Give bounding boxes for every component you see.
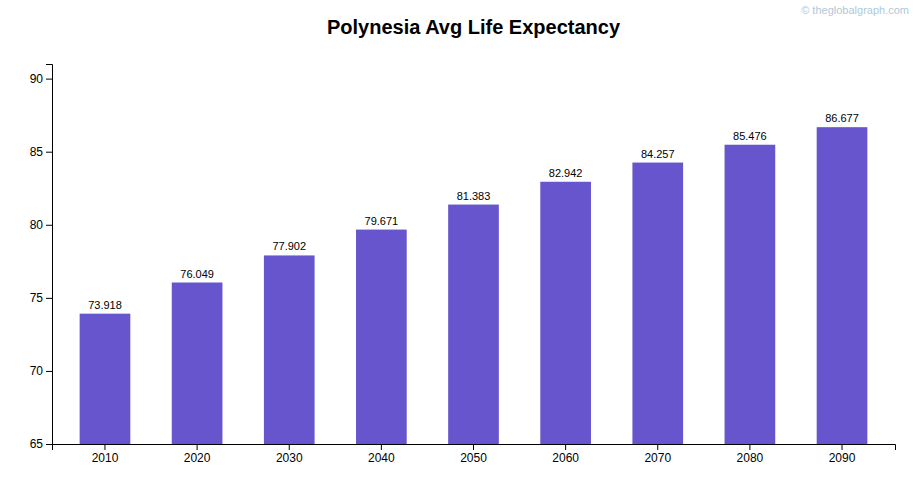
tick-mark — [473, 444, 474, 450]
chart: 65 70 75 80 85 90 2010 2020 2030 2040 2050 2060 2070… — [0, 0, 919, 484]
tick-mark — [104, 444, 105, 450]
tick: 75 — [30, 291, 52, 305]
bar — [817, 127, 868, 444]
bar — [356, 230, 407, 444]
tick: 2030 — [276, 444, 303, 465]
bar — [172, 283, 223, 444]
annotation: © theglobalgraph.com — [801, 4, 909, 16]
bar — [540, 182, 591, 444]
tick-mark — [565, 444, 566, 450]
tick-mark — [46, 371, 52, 372]
plot: 65 70 75 80 85 90 2010 2020 2030 2040 2050 2060 2070… — [30, 65, 896, 465]
tick-label: 75 — [30, 291, 44, 305]
data-label: 85.476 — [733, 130, 767, 142]
tick-label: 2030 — [276, 451, 303, 465]
bar — [632, 163, 683, 444]
data-label: 79.671 — [365, 215, 399, 227]
data-label: 82.942 — [549, 167, 583, 179]
data-label: 81.383 — [457, 190, 491, 202]
data-label: 73.918 — [88, 299, 122, 311]
tick-label: 2050 — [460, 451, 487, 465]
tick: 2070 — [644, 444, 671, 465]
axis-line — [46, 65, 53, 445]
tick: 65 — [30, 437, 52, 451]
tick-label: 2020 — [184, 451, 211, 465]
tick-mark — [842, 444, 843, 450]
tick-label: 2010 — [92, 451, 119, 465]
tick-label: 85 — [30, 145, 44, 159]
axis-line — [53, 445, 896, 451]
tick-label: 2080 — [737, 451, 764, 465]
data-label: 84.257 — [641, 148, 675, 160]
x-axis: 2010 2020 2030 2040 2050 2060 2070 2080 2090 — [53, 444, 896, 465]
tick: 2020 — [184, 444, 211, 465]
bar — [264, 255, 315, 444]
tick-label: 2040 — [368, 451, 395, 465]
y-axis: 65 70 75 80 85 90 — [30, 65, 53, 452]
tick-mark — [46, 152, 52, 153]
bar — [725, 145, 776, 444]
data-label: 77.902 — [272, 240, 306, 252]
tick: 2090 — [829, 444, 856, 465]
data-label: 86.677 — [825, 112, 859, 124]
bar — [80, 314, 131, 444]
bars — [80, 127, 868, 444]
data-labels: 73.918 76.049 77.902 79.671 81.383 82.942 84.2… — [88, 112, 859, 310]
data-label: 76.049 — [180, 268, 214, 280]
tick: 70 — [30, 364, 52, 378]
tick-label: 2090 — [829, 451, 856, 465]
tick: 85 — [30, 145, 52, 159]
tick: 2010 — [92, 444, 119, 465]
tick: 90 — [30, 72, 52, 86]
tick-label: 90 — [30, 72, 44, 86]
tick: 80 — [30, 218, 52, 232]
tick-label: 2070 — [644, 451, 671, 465]
tick: 2040 — [368, 444, 395, 465]
tick: 2080 — [737, 444, 764, 465]
bar — [448, 205, 499, 444]
tick-label: 2060 — [552, 451, 579, 465]
title: Polynesia Avg Life Expectancy — [327, 16, 621, 38]
tick-mark — [46, 444, 52, 445]
tick-mark — [749, 444, 750, 450]
tick-mark — [197, 444, 198, 450]
tick-mark — [46, 225, 52, 226]
tick-mark — [289, 444, 290, 450]
tick-label: 80 — [30, 218, 44, 232]
tick-mark — [46, 298, 52, 299]
tick-mark — [657, 444, 658, 450]
tick: 2050 — [460, 444, 487, 465]
tick-label: 70 — [30, 364, 44, 378]
tick-label: 65 — [30, 437, 44, 451]
tick: 2060 — [552, 444, 579, 465]
tick-mark — [46, 79, 52, 80]
tick-mark — [381, 444, 382, 450]
